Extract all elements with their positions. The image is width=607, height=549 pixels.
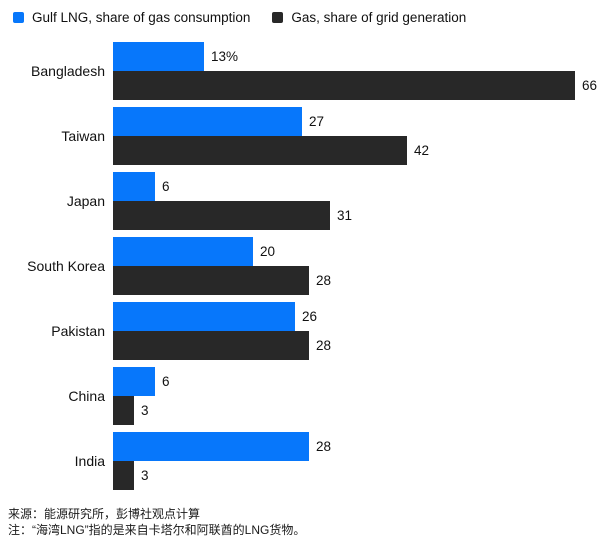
bar-group: 13% 66 [113, 42, 607, 100]
bar-group: 28 3 [113, 432, 607, 490]
chart-footer: 来源：能源研究所，彭博社观点计算 注：“海湾LNG”指的是来自卡塔尔和阿联酋的L… [0, 506, 607, 538]
category-label: China [68, 388, 105, 404]
gulf-lng-bar [113, 172, 155, 201]
chart-legend: Gulf LNG, share of gas consumption Gas, … [0, 0, 607, 25]
legend-swatch-dark-icon [272, 11, 284, 23]
bar-value-label: 13% [211, 49, 239, 64]
category-label: Pakistan [51, 323, 105, 339]
gulf-lng-bar-line: 26 [113, 302, 607, 331]
bar-value-label: 6 [162, 179, 170, 194]
legend-item-gulf-lng: Gulf LNG, share of gas consumption [13, 10, 250, 25]
gas-bar-line: 3 [113, 461, 607, 490]
chart-row: Japan 6 31 [0, 172, 607, 230]
bar-value-label: 27 [309, 114, 325, 129]
bar-value-label: 66 [582, 78, 598, 93]
gulf-lng-bar [113, 42, 204, 71]
footnote: 注：“海湾LNG”指的是来自卡塔尔和阿联酋的LNG货物。 [8, 523, 306, 538]
gas-bar-line: 28 [113, 331, 607, 360]
gas-bar [113, 71, 575, 100]
gas-bar [113, 396, 134, 425]
chart-row: China 6 3 [0, 367, 607, 425]
gulf-lng-bar-line: 20 [113, 237, 607, 266]
legend-swatch-blue-icon [13, 11, 24, 23]
gas-bar [113, 266, 309, 295]
bar-value-label: 6 [162, 374, 170, 389]
gulf-lng-bar-line: 6 [113, 172, 607, 201]
gas-bar-line: 31 [113, 201, 607, 230]
legend-label-gas: Gas, share of grid generation [291, 9, 467, 25]
gulf-lng-bar [113, 367, 155, 396]
gulf-lng-bar [113, 107, 302, 136]
legend-label-gulf-lng: Gulf LNG, share of gas consumption [32, 9, 251, 25]
bar-chart: Bangladesh 13% 66 Taiwan 27 42 Japan 6 31 South K… [0, 42, 607, 490]
category-label: Bangladesh [31, 63, 105, 79]
category-label: South Korea [27, 258, 105, 274]
bar-value-label: 3 [141, 403, 149, 418]
gulf-lng-bar [113, 237, 253, 266]
chart-row: Taiwan 27 42 [0, 107, 607, 165]
chart-row: Bangladesh 13% 66 [0, 42, 607, 100]
bar-group: 20 28 [113, 237, 607, 295]
bar-group: 6 31 [113, 172, 607, 230]
chart-row: India 28 3 [0, 432, 607, 490]
bar-value-label: 42 [414, 143, 430, 158]
gulf-lng-bar [113, 302, 295, 331]
bar-value-label: 3 [141, 468, 149, 483]
gulf-lng-bar-line: 13% [113, 42, 607, 71]
bar-value-label: 28 [316, 273, 332, 288]
bar-value-label: 28 [316, 338, 332, 353]
gas-bar [113, 136, 407, 165]
category-label: Taiwan [61, 128, 105, 144]
bar-value-label: 20 [260, 244, 276, 259]
bar-group: 27 42 [113, 107, 607, 165]
gas-bar [113, 461, 134, 490]
gulf-lng-bar [113, 432, 309, 461]
bar-group: 26 28 [113, 302, 607, 360]
gas-bar [113, 331, 309, 360]
gulf-lng-bar-line: 6 [113, 367, 607, 396]
gulf-lng-bar-line: 27 [113, 107, 607, 136]
gulf-lng-bar-line: 28 [113, 432, 607, 461]
gas-bar-line: 42 [113, 136, 607, 165]
category-label: Japan [66, 193, 105, 209]
gas-bar-line: 28 [113, 266, 607, 295]
source-note: 来源：能源研究所，彭博社观点计算 [8, 507, 201, 521]
chart-row: South Korea 20 28 [0, 237, 607, 295]
legend-item-gas: Gas, share of grid generation [272, 10, 466, 25]
bar-value-label: 28 [316, 439, 332, 454]
chart-row: Pakistan 26 28 [0, 302, 607, 360]
gas-bar-line: 66 [113, 71, 607, 100]
bar-value-label: 31 [337, 208, 353, 223]
gas-bar-line: 3 [113, 396, 607, 425]
category-label: India [74, 453, 105, 469]
bar-value-label: 26 [302, 309, 318, 324]
gas-bar [113, 201, 330, 230]
